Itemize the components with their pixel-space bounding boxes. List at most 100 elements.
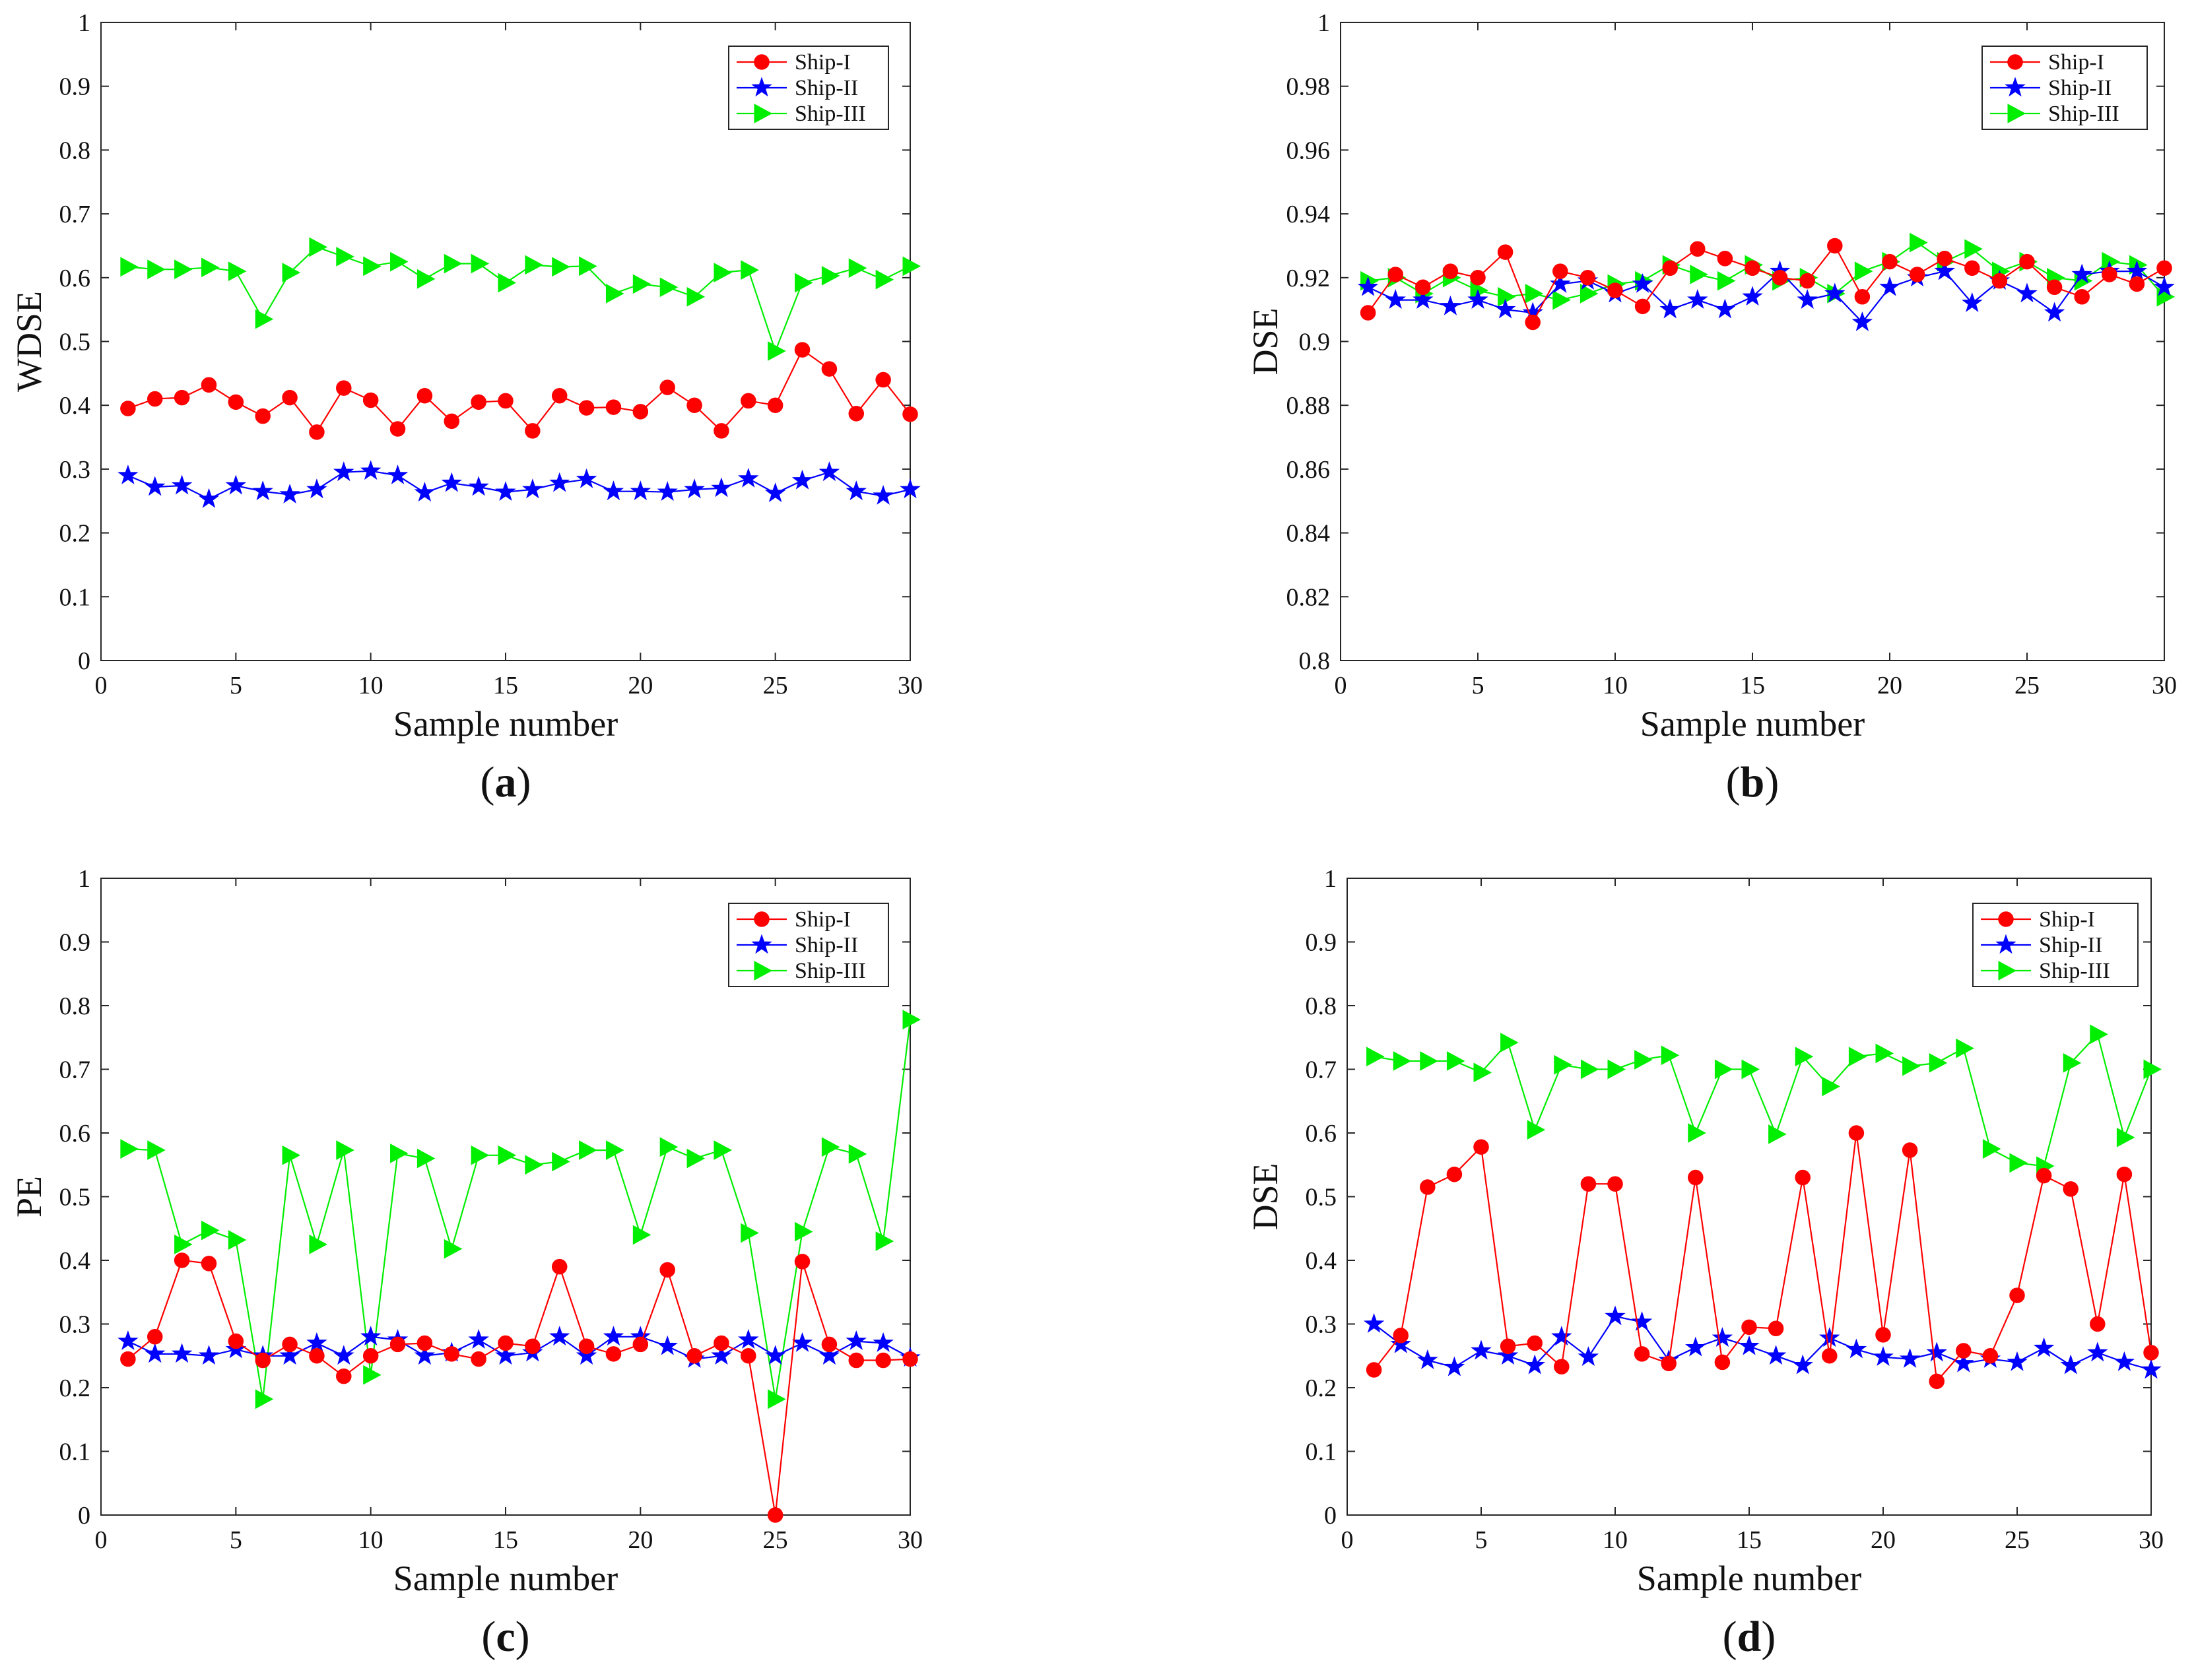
panel-label-part: b <box>1741 758 1765 806</box>
data-point-ship-ii <box>117 1330 139 1350</box>
data-point-ship-ii <box>818 461 840 482</box>
data-point-ship-ii <box>657 481 678 501</box>
y-tick-label: 0.2 <box>59 1374 91 1402</box>
legend-label-ship-iii: Ship-III <box>795 102 866 126</box>
data-point-ship-iii <box>1768 1124 1787 1144</box>
data-point-ship-iii <box>1366 1047 1385 1067</box>
data-point-ship-i <box>362 392 379 408</box>
y-tick-label: 0.3 <box>59 456 91 484</box>
data-point-ship-ii <box>684 478 705 499</box>
data-point-ship-iii <box>1964 239 1983 259</box>
data-point-ship-i <box>228 1333 244 1349</box>
panel-label-part: ) <box>516 1613 530 1661</box>
data-point-ship-ii <box>1685 1336 1706 1357</box>
data-point-ship-ii <box>1739 1335 1760 1355</box>
data-point-ship-ii <box>1440 295 1461 315</box>
data-point-ship-iii <box>714 263 732 282</box>
x-tick-label: 10 <box>358 672 383 699</box>
data-point-ship-ii <box>198 1345 220 1365</box>
y-tick-label: 1 <box>78 865 90 893</box>
y-tick-label: 0.82 <box>1286 583 1331 611</box>
y-tick-label: 0.96 <box>1286 137 1331 164</box>
data-point-ship-ii <box>1714 298 1736 319</box>
data-point-ship-ii <box>1926 1341 1947 1362</box>
x-tick-label: 25 <box>763 672 788 699</box>
data-point-ship-iii <box>174 1235 193 1254</box>
x-tick-label: 0 <box>95 672 108 699</box>
data-point-ship-iii <box>875 269 894 290</box>
data-point-ship-ii <box>1879 276 1900 296</box>
data-point-ship-i <box>1525 314 1541 331</box>
panel-label-part: a <box>495 758 517 806</box>
data-point-ship-iii <box>120 257 139 277</box>
series-ship-ii <box>1363 1305 2162 1379</box>
x-tick-label: 5 <box>230 672 242 699</box>
data-point-ship-i <box>605 399 622 415</box>
data-point-ship-ii <box>738 1329 759 1349</box>
panel-label-part: ) <box>517 758 531 806</box>
data-point-ship-i <box>1745 260 1760 276</box>
data-point-ship-ii <box>279 484 300 503</box>
data-point-ship-ii <box>145 476 166 496</box>
data-point-ship-i <box>498 393 514 409</box>
y-tick-label: 0.4 <box>59 1247 91 1275</box>
data-point-ship-iii <box>902 256 921 276</box>
panel-label: (a) <box>481 758 531 806</box>
data-point-ship-ii <box>1797 289 1818 309</box>
data-point-ship-i <box>2019 253 2035 270</box>
y-tick-label: 0.6 <box>59 1120 91 1147</box>
data-point-ship-ii <box>738 467 759 488</box>
x-tick-label: 20 <box>1877 672 1902 699</box>
data-point-ship-ii <box>1471 1340 1492 1360</box>
x-tick-label: 20 <box>628 1526 653 1554</box>
data-point-ship-i <box>2009 1287 2025 1303</box>
data-point-ship-iii <box>282 1145 301 1165</box>
data-point-ship-i <box>147 1329 163 1345</box>
data-point-ship-i <box>1772 270 1788 286</box>
series-ship-iii <box>120 1010 921 1409</box>
panel-label: (b) <box>1726 758 1780 806</box>
data-point-ship-iii <box>659 277 679 298</box>
data-point-ship-iii <box>1580 1059 1599 1080</box>
data-point-ship-iii <box>1848 1047 1867 1067</box>
data-point-ship-i <box>471 1351 486 1367</box>
data-point-ship-iii <box>579 1140 597 1160</box>
data-point-ship-ii <box>1953 1352 1974 1373</box>
data-point-ship-iii <box>1552 290 1571 310</box>
data-point-ship-ii <box>846 480 867 501</box>
data-point-ship-ii <box>1357 276 1379 296</box>
data-point-ship-i <box>416 1335 433 1351</box>
data-point-ship-iii <box>605 284 624 304</box>
data-point-ship-ii <box>818 1345 840 1365</box>
data-point-ship-ii <box>1524 1354 1545 1374</box>
data-point-ship-ii <box>1765 1345 1787 1365</box>
y-tick-label: 0.9 <box>59 73 91 101</box>
data-point-ship-i <box>1607 1176 1623 1192</box>
data-point-ship-ii <box>1873 1346 1894 1367</box>
data-point-ship-i <box>875 1352 891 1369</box>
data-point-ship-ii <box>2126 260 2148 280</box>
data-point-ship-iii <box>1690 265 1708 284</box>
y-tick-label: 0.88 <box>1286 392 1331 420</box>
legend-marker-ship-ii <box>751 77 772 97</box>
data-point-ship-iii <box>768 1389 786 1409</box>
data-point-ship-ii <box>171 474 193 495</box>
data-point-ship-i <box>1470 270 1486 286</box>
data-point-ship-iii <box>875 1231 894 1251</box>
data-point-ship-i <box>1580 1176 1597 1192</box>
x-tick-label: 20 <box>1871 1526 1896 1554</box>
data-point-ship-iii <box>336 247 354 267</box>
data-point-ship-ii <box>1578 1346 1599 1367</box>
data-point-ship-ii <box>791 1332 813 1352</box>
data-point-ship-i <box>1662 260 1678 276</box>
data-point-ship-iii <box>1929 1053 1948 1073</box>
data-point-ship-i <box>2046 279 2063 296</box>
data-point-ship-iii <box>471 253 490 274</box>
y-tick-label: 0.6 <box>59 265 91 292</box>
data-point-ship-iii <box>821 266 840 286</box>
legend-marker-ship-ii <box>1995 934 2016 954</box>
y-tick-label: 0.5 <box>59 1184 91 1212</box>
data-point-ship-iii <box>282 263 301 282</box>
data-point-ship-ii <box>1385 289 1406 309</box>
